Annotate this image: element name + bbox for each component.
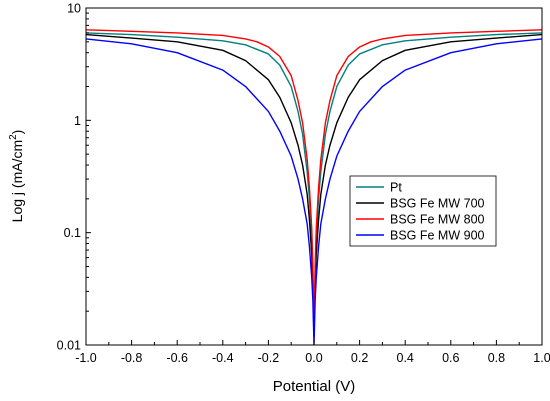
x-tick-label: -1.0 <box>75 351 97 365</box>
x-tick-label: -0.8 <box>121 351 143 365</box>
y-axis-label: Log j (mA/cm2) <box>8 130 25 223</box>
legend: Pt BSG Fe MW 700 BSG Fe MW 800 BSG Fe MW… <box>349 175 497 247</box>
y-tick-label: 0.01 <box>57 339 81 353</box>
y-tick-label: 0.1 <box>64 226 81 240</box>
y-tick-label: 1 <box>74 114 81 128</box>
x-tick-label: -0.4 <box>212 351 234 365</box>
x-tick-label: 0.4 <box>397 351 414 365</box>
y-tick-label: 10 <box>67 2 81 16</box>
series-line-3 <box>86 38 542 345</box>
x-tick-label: -0.6 <box>166 351 188 365</box>
x-axis-label: Potential (V) <box>273 378 356 395</box>
x-tick-label: 0.2 <box>351 351 368 365</box>
series-layer <box>86 29 542 345</box>
legend-label-mw800: BSG Fe MW 800 <box>390 213 485 227</box>
y-axis-label-close: ) <box>9 130 25 135</box>
legend-label-mw700: BSG Fe MW 700 <box>390 197 485 211</box>
x-tick-label: 1.0 <box>533 351 550 365</box>
x-tick-label: 0.8 <box>488 351 505 365</box>
legend-label-mw900: BSG Fe MW 900 <box>390 229 485 243</box>
x-tick-label: -0.2 <box>258 351 280 365</box>
legend-label-pt: Pt <box>390 181 402 195</box>
axis-layer: -1.0 -0.8 -0.6 -0.4 -0.2 0.0 0.2 0.4 0.6 0.8 1.0 0.… <box>57 2 550 366</box>
x-tick-label: 0.0 <box>305 351 322 365</box>
y-axis-label-sup: 2 <box>8 134 19 140</box>
y-axis-label-main: Log j (mA/cm <box>9 140 25 222</box>
x-tick-label: 0.6 <box>442 351 459 365</box>
